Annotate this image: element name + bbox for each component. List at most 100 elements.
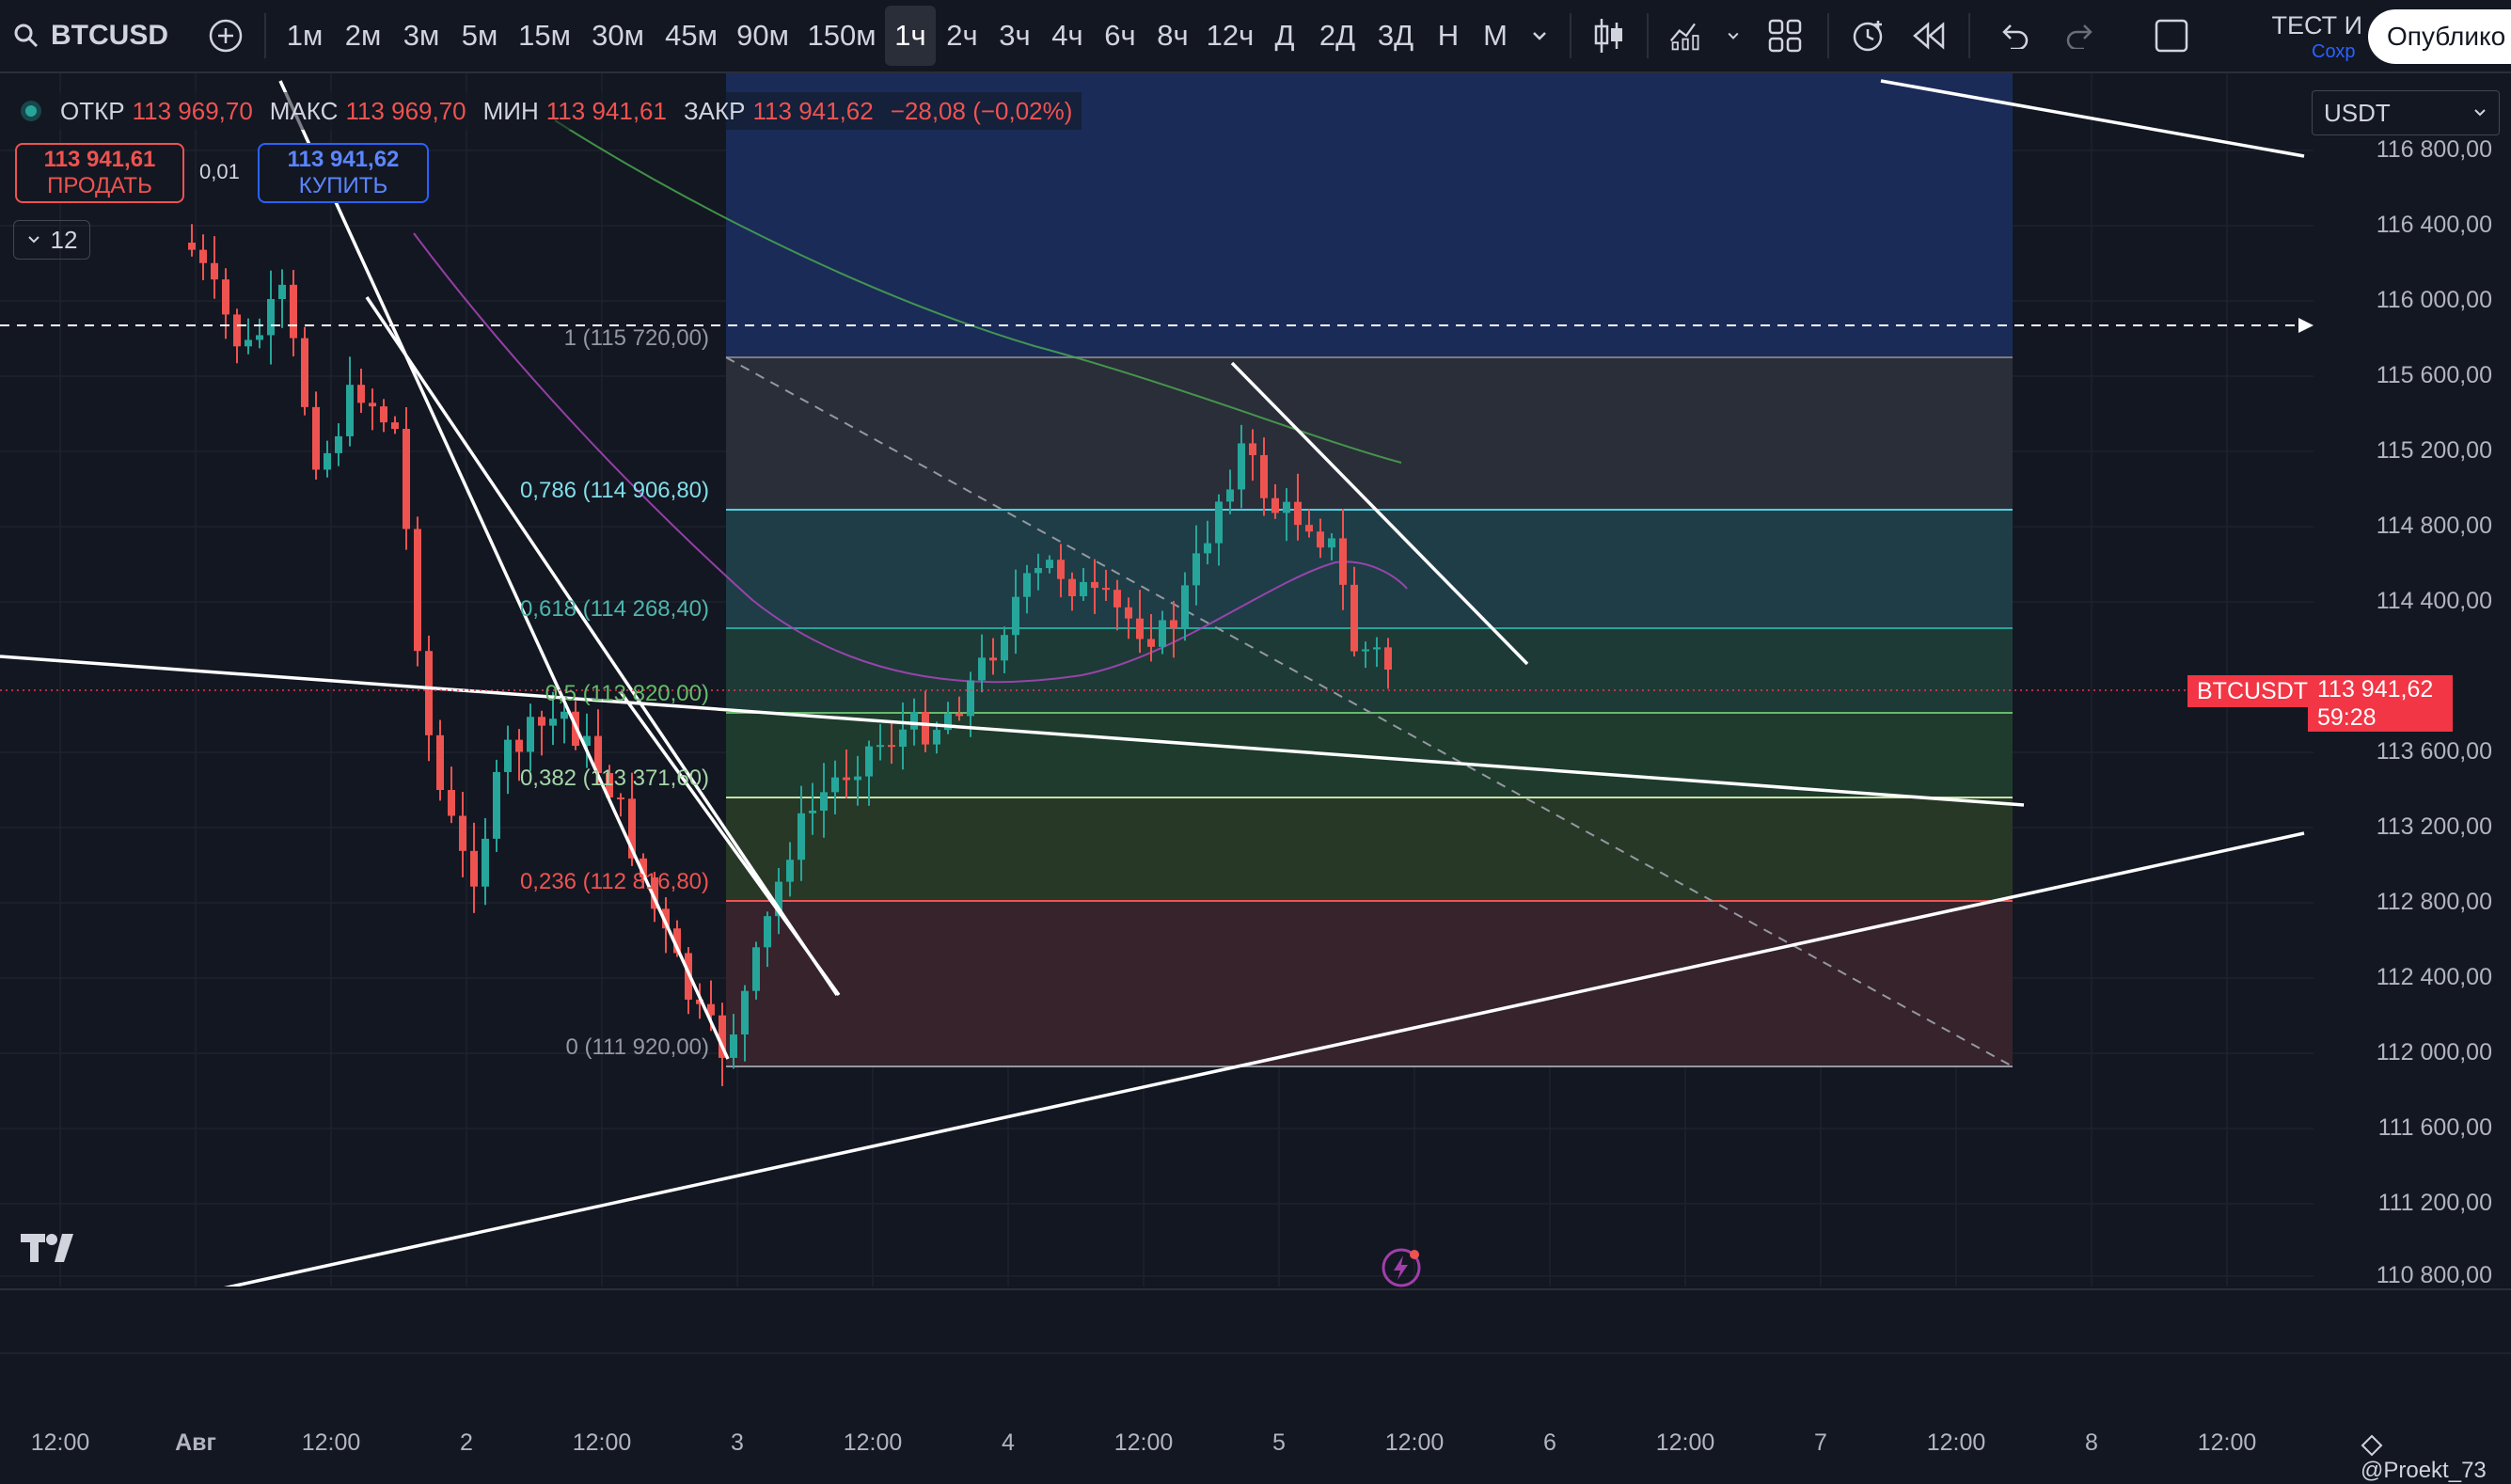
time-tick: 3 xyxy=(731,1429,744,1456)
fullscreen-button[interactable] xyxy=(2138,6,2205,66)
candle-body xyxy=(651,876,658,909)
trend-line-top[interactable] xyxy=(1880,79,2305,158)
time-tick: Авг xyxy=(175,1429,216,1456)
undo-button[interactable] xyxy=(1980,6,2047,66)
time-tick: 8 xyxy=(2085,1429,2098,1456)
interval-5-button[interactable]: 30м xyxy=(592,19,644,52)
candle-body xyxy=(1260,454,1268,498)
interval-10-button[interactable]: 2ч xyxy=(946,19,978,52)
sell-button[interactable]: 113 941,61 ПРОДАТЬ xyxy=(15,143,184,203)
price-tick: 116 800,00 xyxy=(2376,136,2492,163)
interval-7-button[interactable]: 90м xyxy=(736,19,789,52)
layout-name[interactable]: ТЕСТ И xyxy=(2271,11,2362,39)
buy-price: 113 941,62 xyxy=(287,147,400,172)
candle-body xyxy=(188,243,196,250)
candle-body xyxy=(357,385,365,403)
interval-2-button[interactable]: 3м xyxy=(403,19,440,52)
pane-separator xyxy=(0,1352,2511,1354)
candle-body xyxy=(865,746,873,777)
indicators-dropdown-button[interactable] xyxy=(1714,6,1752,66)
spread-value: 0,01 xyxy=(199,160,240,183)
candle-body xyxy=(222,279,229,315)
trend-line-falling-2[interactable] xyxy=(365,296,839,996)
indicators-icon xyxy=(1669,23,1699,51)
candle-body xyxy=(515,739,523,752)
candle-body xyxy=(798,813,805,860)
trend-line-falling-4[interactable] xyxy=(1230,361,1529,666)
ohlc-legend: ОТКР 113 969,70 МАКС 113 969,70 МИН 113 … xyxy=(21,92,1082,130)
chart-area[interactable] xyxy=(0,73,2511,1287)
candle-body xyxy=(583,735,591,747)
trend-line-rising[interactable] xyxy=(214,831,2305,1287)
interval-16-button[interactable]: Д xyxy=(1274,19,1295,52)
interval-11-button[interactable]: 3ч xyxy=(999,19,1031,52)
interval-20-button[interactable]: М xyxy=(1483,19,1508,52)
price-tick: 113 600,00 xyxy=(2376,738,2492,765)
candle-body xyxy=(1192,553,1200,586)
candle-body xyxy=(324,452,331,470)
symbol-search-button[interactable]: BTCUSD xyxy=(0,6,180,66)
time-tick: 12:00 xyxy=(843,1429,903,1456)
watermark-text: @Proekt_73 xyxy=(2361,1458,2487,1483)
tradingview-logo[interactable] xyxy=(21,1232,81,1273)
indicators-button[interactable] xyxy=(1658,6,1714,66)
candle-body xyxy=(1125,607,1132,619)
replay-button[interactable] xyxy=(1899,6,1959,66)
trend-lines[interactable] xyxy=(0,79,2314,1287)
candle-body xyxy=(1294,501,1302,526)
trend-line-falling-1[interactable] xyxy=(278,80,730,1060)
redo-button[interactable] xyxy=(2047,6,2115,66)
interval-14-button[interactable]: 8ч xyxy=(1157,19,1189,52)
tradingview-logo-icon xyxy=(21,1234,73,1262)
interval-18-button[interactable]: 3Д xyxy=(1377,19,1414,52)
candle-body xyxy=(775,881,782,917)
chart-type-button[interactable] xyxy=(1581,6,1637,66)
candle-body xyxy=(369,403,376,407)
time-axis[interactable]: 12:00 Авг 12:00 2 12:00 3 12:00 4 12:00 5 12:00 6 12… xyxy=(0,1416,2511,1475)
close-value: 113 941,62 xyxy=(752,96,874,125)
trend-line-falling-3[interactable] xyxy=(619,690,841,997)
fib-zone xyxy=(726,797,2013,901)
interval-4-button[interactable]: 15м xyxy=(518,19,571,52)
chart-canvas[interactable] xyxy=(0,73,2511,1287)
candle-body xyxy=(617,797,624,800)
interval-0-button[interactable]: 1м xyxy=(286,19,324,52)
candle-body xyxy=(1317,531,1324,548)
interval-17-button[interactable]: 2Д xyxy=(1319,19,1356,52)
indicators-toggle-button[interactable]: 12 xyxy=(13,220,90,260)
flash-icon[interactable] xyxy=(1381,1247,1422,1293)
currency-select[interactable]: USDT xyxy=(2312,90,2500,135)
candle-body xyxy=(267,299,275,336)
candle-body xyxy=(1339,538,1347,585)
candle-body xyxy=(955,714,963,717)
interval-15-button[interactable]: 12ч xyxy=(1206,19,1255,52)
candle-body xyxy=(346,385,354,436)
candle-body xyxy=(1068,578,1076,597)
candlesticks xyxy=(188,224,1392,1086)
candle-body xyxy=(719,1015,726,1058)
interval-9-button[interactable]: 1ч xyxy=(885,6,936,66)
candle-body xyxy=(888,745,895,748)
candle-body xyxy=(1249,443,1256,455)
publish-button[interactable]: Опублико xyxy=(2368,9,2511,64)
layouts-button[interactable] xyxy=(1752,6,1818,66)
buy-button[interactable]: 113 941,62 КУПИТЬ xyxy=(258,143,429,203)
alert-button[interactable] xyxy=(1839,6,1899,66)
rewind-icon xyxy=(1913,22,1945,50)
interval-13-button[interactable]: 6ч xyxy=(1104,19,1136,52)
ma-line-fast xyxy=(413,232,1408,684)
interval-12-button[interactable]: 4ч xyxy=(1051,19,1083,52)
interval-3-button[interactable]: 5м xyxy=(461,19,498,52)
close-label: ЗАКР xyxy=(683,96,746,125)
price-tick: 115 200,00 xyxy=(2376,437,2492,464)
interval-dropdown-button[interactable] xyxy=(1519,6,1560,66)
price-tick: 112 000,00 xyxy=(2376,1039,2492,1066)
interval-6-button[interactable]: 45м xyxy=(665,19,718,52)
interval-1-button[interactable]: 2м xyxy=(344,19,382,52)
fibonacci-retracement[interactable] xyxy=(725,73,2014,1067)
compare-button[interactable] xyxy=(197,6,255,66)
interval-19-button[interactable]: Н xyxy=(1437,19,1460,52)
interval-8-button[interactable]: 150м xyxy=(807,19,876,52)
fib-trend-line[interactable] xyxy=(725,356,2014,1067)
trend-line-support[interactable] xyxy=(0,655,2025,807)
